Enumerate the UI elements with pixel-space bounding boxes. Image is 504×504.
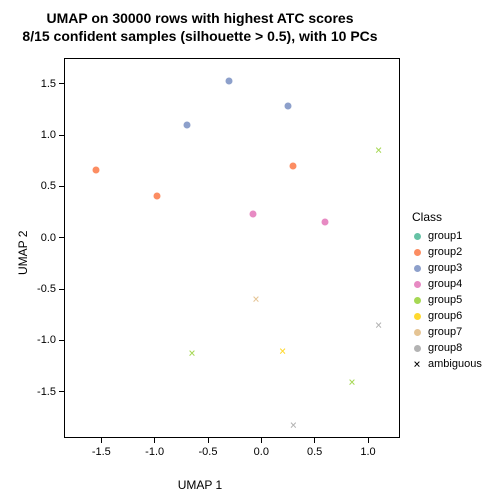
legend-dot-icon <box>414 233 421 240</box>
legend-symbol <box>412 343 422 353</box>
y-tick-label: -0.5 <box>30 283 56 295</box>
data-point-ambiguous: × <box>348 376 355 388</box>
x-tick-label: -1.0 <box>145 446 164 458</box>
x-tick <box>368 438 369 443</box>
y-tick <box>59 186 64 187</box>
data-point <box>322 219 329 226</box>
legend-label: group6 <box>428 310 462 322</box>
x-tick-label: 1.0 <box>360 446 375 458</box>
x-tick-label: 0.5 <box>307 446 322 458</box>
y-tick-label: 1.0 <box>30 129 56 141</box>
legend-title: Class <box>412 210 482 224</box>
x-tick-label: -0.5 <box>199 446 218 458</box>
legend-item: group1 <box>412 228 482 244</box>
legend-label: ambiguous <box>428 358 482 370</box>
legend-dot-icon <box>414 329 421 336</box>
x-tick-label: 0.0 <box>254 446 269 458</box>
legend-label: group5 <box>428 294 462 306</box>
title-line-2: 8/15 confident samples (silhouette > 0.5… <box>22 28 377 44</box>
y-tick <box>59 83 64 84</box>
y-tick-label: 0.0 <box>30 232 56 244</box>
legend-item: group8 <box>412 340 482 356</box>
legend-label: group3 <box>428 262 462 274</box>
y-tick <box>59 340 64 341</box>
legend-label: group1 <box>428 230 462 242</box>
legend-item: × ambiguous <box>412 356 482 372</box>
legend-item: group2 <box>412 244 482 260</box>
data-point <box>153 192 160 199</box>
data-point <box>93 166 100 173</box>
y-tick-label: -1.5 <box>30 386 56 398</box>
data-point <box>226 77 233 84</box>
data-point <box>290 162 297 169</box>
x-axis-label: UMAP 1 <box>0 478 400 492</box>
legend-symbol <box>412 295 422 305</box>
x-tick <box>101 438 102 443</box>
legend-symbol <box>412 279 422 289</box>
chart-title: UMAP on 30000 rows with highest ATC scor… <box>0 10 400 45</box>
data-point-ambiguous: × <box>375 319 382 331</box>
y-tick-label: 0.5 <box>30 180 56 192</box>
y-tick-label: -1.0 <box>30 334 56 346</box>
x-tick-label: -1.5 <box>92 446 111 458</box>
title-line-1: UMAP on 30000 rows with highest ATC scor… <box>46 10 353 26</box>
data-point-ambiguous: × <box>252 293 259 305</box>
data-point <box>249 211 256 218</box>
legend-dot-icon <box>414 345 421 352</box>
data-point-ambiguous: × <box>279 345 286 357</box>
data-point-ambiguous: × <box>188 347 195 359</box>
data-point <box>285 103 292 110</box>
x-tick <box>208 438 209 443</box>
y-axis-label: UMAP 2 <box>16 231 30 275</box>
legend-item: group5 <box>412 292 482 308</box>
legend-label: group8 <box>428 342 462 354</box>
legend-label: group4 <box>428 278 462 290</box>
legend-label: group7 <box>428 326 462 338</box>
legend-item: group6 <box>412 308 482 324</box>
legend-dot-icon <box>414 265 421 272</box>
y-tick <box>59 391 64 392</box>
legend-dot-icon <box>414 249 421 256</box>
y-tick <box>59 289 64 290</box>
legend-dot-icon <box>414 297 421 304</box>
data-point-ambiguous: × <box>290 419 297 431</box>
data-point-ambiguous: × <box>375 144 382 156</box>
legend-dot-icon <box>414 313 421 320</box>
y-tick <box>59 135 64 136</box>
legend-item: group4 <box>412 276 482 292</box>
x-tick <box>154 438 155 443</box>
legend-symbol <box>412 231 422 241</box>
x-tick <box>314 438 315 443</box>
legend-symbol <box>412 327 422 337</box>
legend-symbol: × <box>412 359 422 369</box>
legend-label: group2 <box>428 246 462 258</box>
x-tick <box>261 438 262 443</box>
data-point <box>183 121 190 128</box>
legend-symbol <box>412 247 422 257</box>
legend: Class group1 group2 group3 group4 group5 grou… <box>412 210 482 372</box>
legend-item: group3 <box>412 260 482 276</box>
legend-item: group7 <box>412 324 482 340</box>
y-tick <box>59 237 64 238</box>
legend-cross-icon: × <box>413 358 420 370</box>
legend-symbol <box>412 263 422 273</box>
legend-symbol <box>412 311 422 321</box>
y-tick-label: 1.5 <box>30 78 56 90</box>
legend-dot-icon <box>414 281 421 288</box>
